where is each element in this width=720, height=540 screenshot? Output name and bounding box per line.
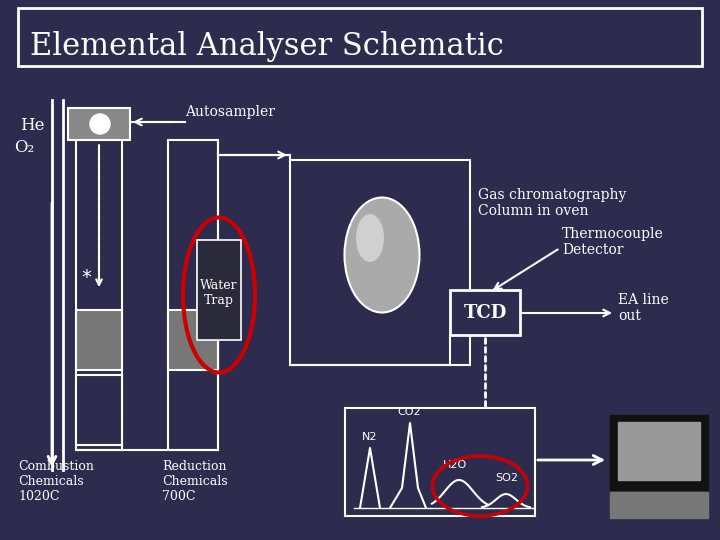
Bar	[618, 422, 700, 480]
Text: EA line
out: EA line out	[618, 293, 669, 323]
Bar	[450, 290, 520, 335]
Text: TCD: TCD	[463, 304, 507, 322]
Ellipse shape	[344, 198, 420, 313]
Bar	[76, 310, 122, 370]
Text: He: He	[20, 117, 45, 134]
Text: Combustion
Chemicals
1020C: Combustion Chemicals 1020C	[18, 460, 94, 503]
Text: N2: N2	[362, 432, 378, 442]
Bar	[168, 310, 218, 370]
Bar	[76, 375, 122, 445]
Bar	[197, 240, 241, 340]
Text: Gas chromatography
Column in oven: Gas chromatography Column in oven	[478, 188, 626, 218]
Circle shape	[90, 114, 110, 134]
Text: CO2: CO2	[397, 407, 420, 417]
Text: *: *	[81, 268, 91, 287]
Bar	[76, 140, 122, 450]
Bar	[168, 140, 218, 450]
Bar	[18, 8, 702, 66]
Text: Reduction
Chemicals
700C: Reduction Chemicals 700C	[162, 460, 228, 503]
Bar	[610, 492, 708, 518]
Text: Autosampler: Autosampler	[185, 105, 275, 119]
Bar	[68, 108, 130, 140]
Ellipse shape	[356, 214, 384, 262]
Bar	[610, 415, 708, 490]
Bar	[345, 408, 535, 516]
Text: Water
Trap: Water Trap	[200, 279, 238, 307]
Text: H2O: H2O	[443, 460, 467, 470]
Text: O₂: O₂	[14, 139, 34, 156]
Text: Elemental Analyser Schematic: Elemental Analyser Schematic	[30, 30, 504, 62]
Text: Thermocouple
Detector: Thermocouple Detector	[562, 227, 664, 257]
Bar	[290, 160, 470, 365]
Text: SO2: SO2	[495, 473, 518, 483]
